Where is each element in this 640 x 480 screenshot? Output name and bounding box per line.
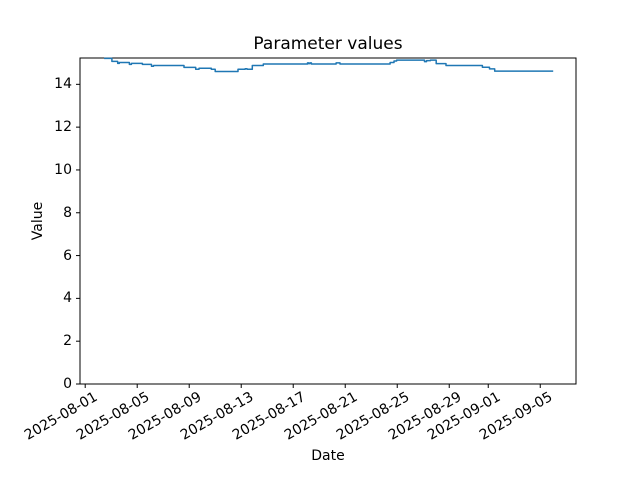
- y-tick-label: 8: [63, 204, 72, 221]
- y-axis-label: Value: [30, 201, 46, 241]
- chart-title: Parameter values: [253, 34, 403, 54]
- y-tick-label: 10: [54, 161, 72, 178]
- y-tick-label: 6: [63, 247, 72, 264]
- axes-frame: [79, 57, 577, 385]
- data-line: [104, 57, 554, 73]
- y-tick-label: 4: [63, 290, 72, 307]
- y-tick-label: 14: [54, 76, 72, 93]
- y-tick-label: 0: [63, 376, 72, 392]
- y-tick-label: 2: [63, 333, 72, 350]
- y-tick-label: 12: [54, 119, 72, 136]
- x-axis-label: Date: [311, 448, 345, 464]
